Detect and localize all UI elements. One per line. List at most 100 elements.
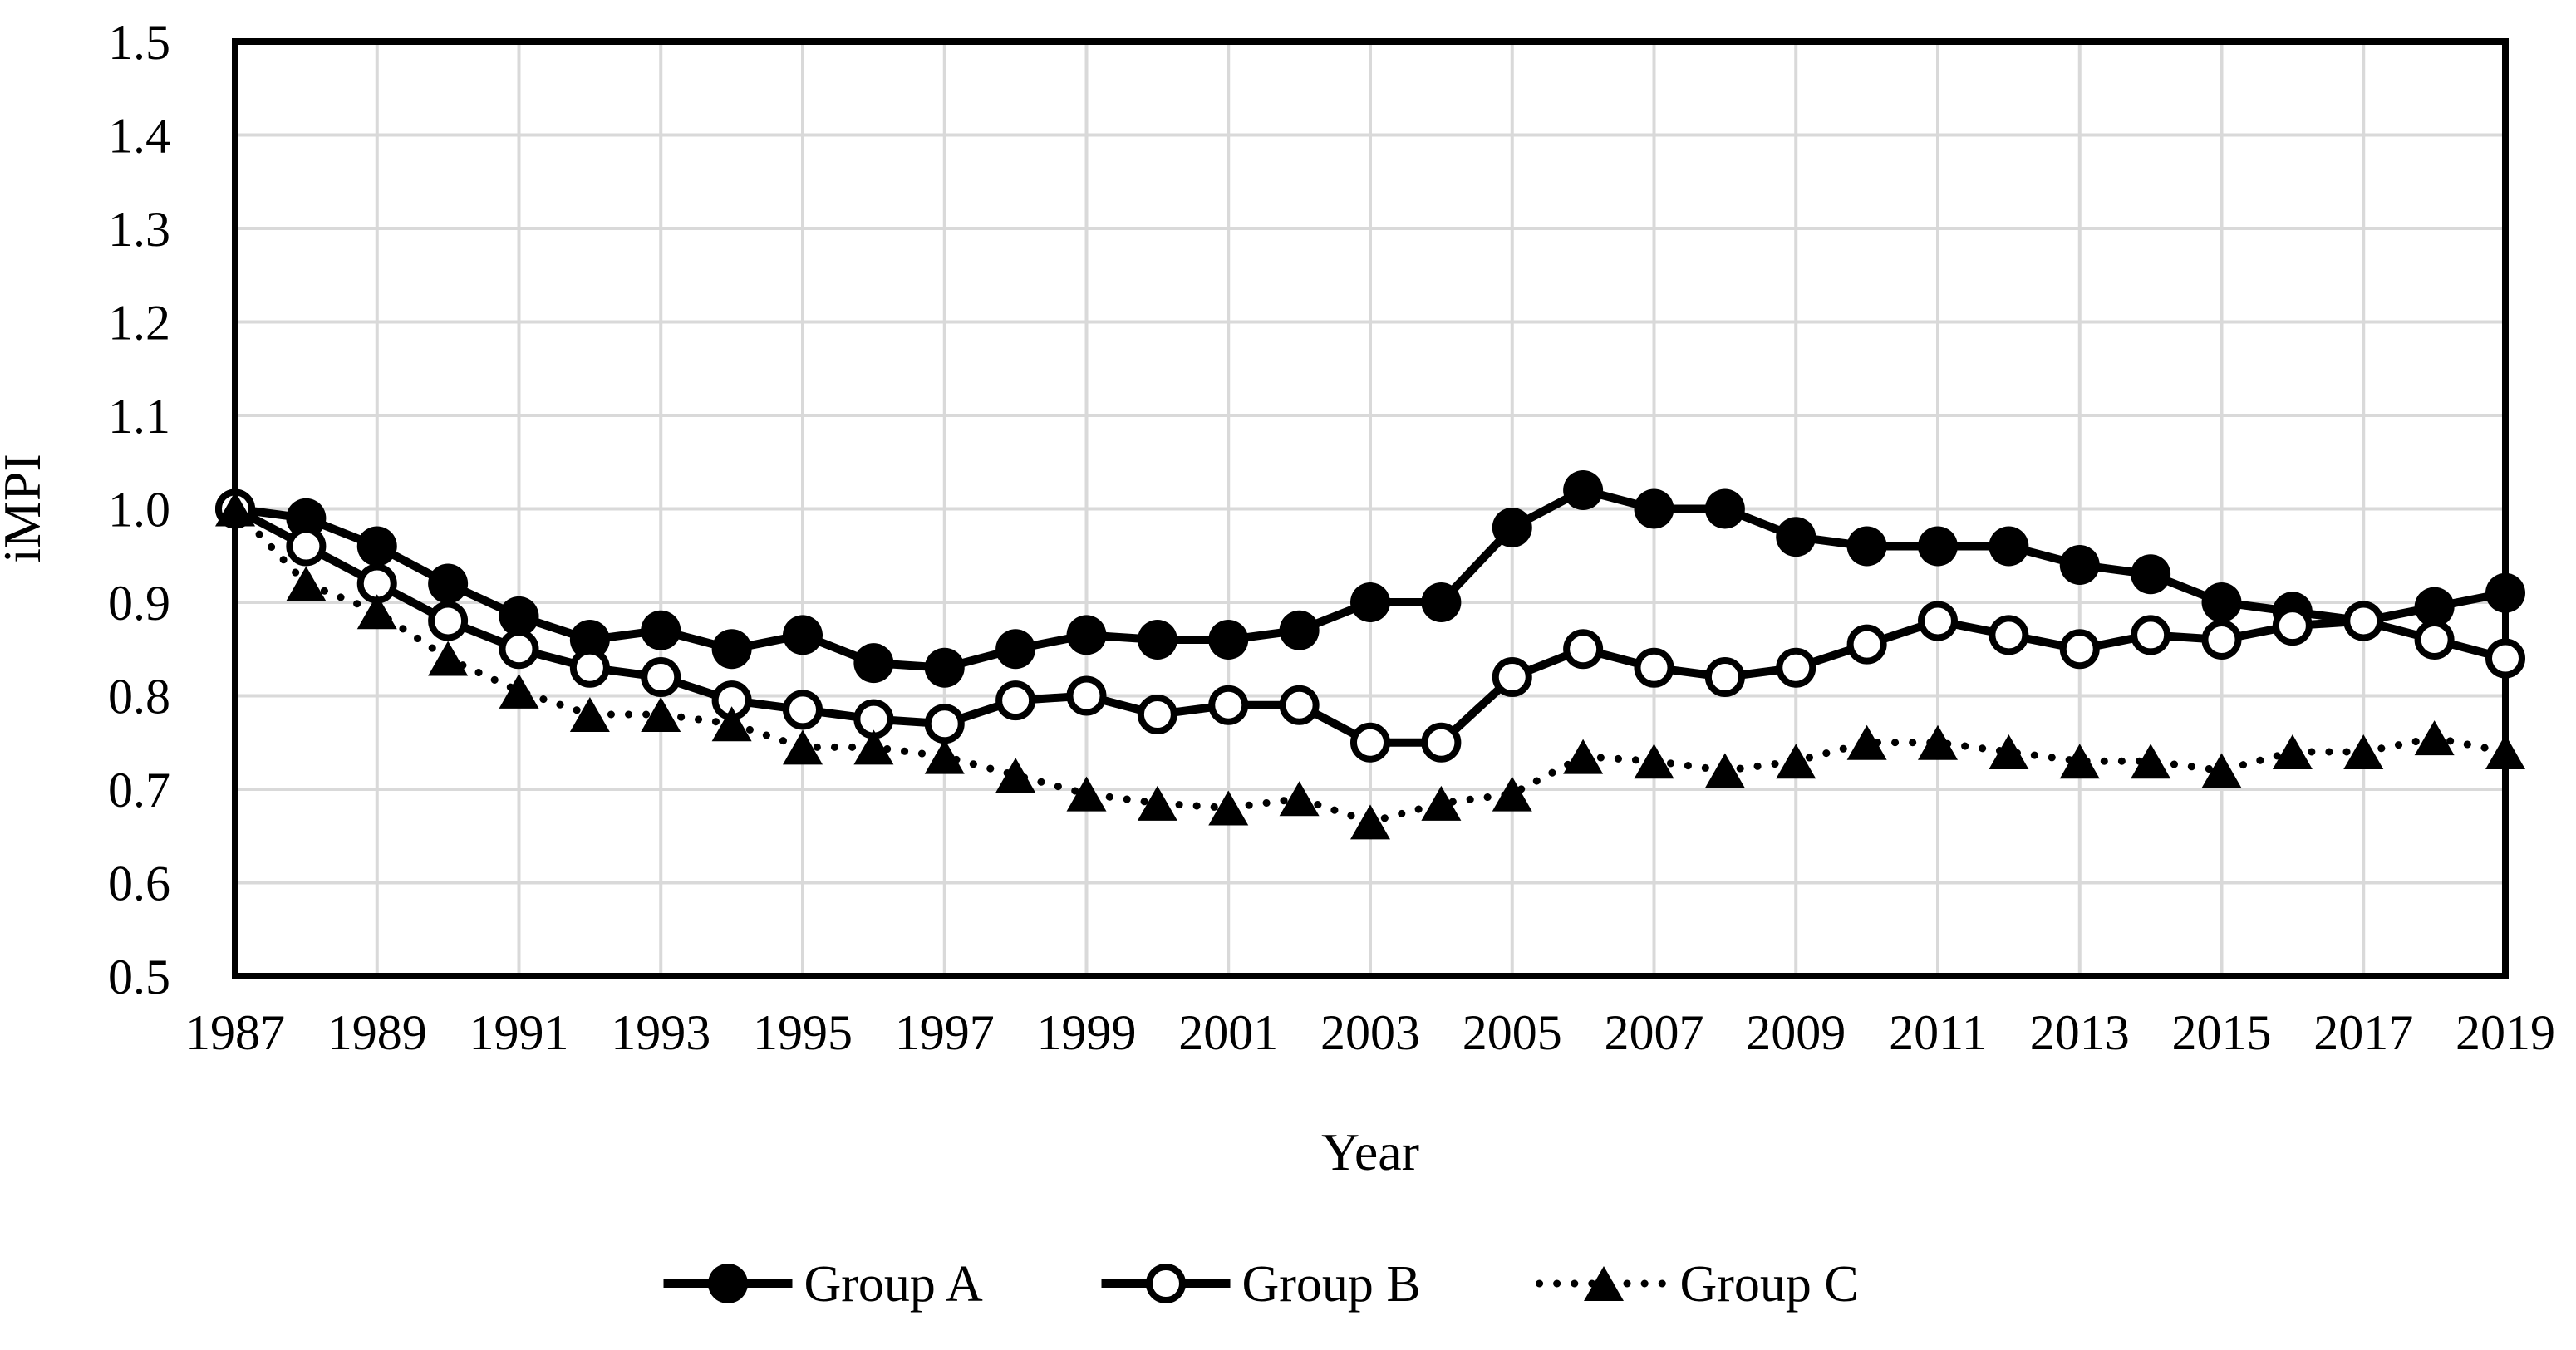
marker-group-c [711,706,752,742]
x-tick-label: 1993 [611,1005,710,1060]
x-tick-label: 2013 [2030,1005,2130,1060]
marker-group-b [2131,615,2171,655]
marker-group-a [1776,517,1816,557]
marker-group-b [1492,657,1532,697]
marker-group-b [1421,722,1462,763]
marker-group-a [2414,587,2455,627]
y-tick-label: 0.7 [108,763,170,817]
x-tick-label: 2019 [2456,1005,2555,1060]
marker-group-c [2131,744,2171,779]
marker-group-b [2272,606,2313,646]
y-tick-label: 0.5 [108,950,170,1004]
marker-group-a [428,563,469,604]
marker-legend-group-c [1584,1266,1624,1301]
legend-item-group-c: Group C [1536,1256,1859,1313]
marker-group-b [1137,695,1177,734]
marker-group-b [2485,638,2525,679]
marker-group-a [1846,526,1887,567]
legend-label-group-b: Group B [1242,1256,1421,1313]
marker-group-a [2201,582,2242,622]
marker-group-c [2485,734,2525,769]
marker-group-c [995,758,1036,793]
x-tick-label: 1999 [1037,1005,1137,1060]
y-axis-title: iMPI [0,454,52,563]
y-tick-label: 1.4 [108,109,170,164]
marker-group-a [2131,554,2171,595]
marker-group-a [1989,526,2029,567]
y-tick-label: 0.6 [108,857,170,911]
marker-group-c [853,729,894,765]
marker-group-b [2059,629,2100,670]
marker-group-c [1208,790,1249,826]
x-tick-label: 1989 [327,1005,427,1060]
marker-group-c [428,641,469,676]
series-group-c [215,491,2525,840]
marker-group-c [356,594,397,630]
x-tick-label: 2005 [1463,1005,1562,1060]
marker-group-b [428,601,469,641]
marker-group-b [1989,615,2029,655]
x-tick-label: 1995 [753,1005,853,1060]
marker-group-a [1492,508,1532,547]
marker-group-c [924,739,965,774]
marker-group-b [2201,620,2242,660]
x-tick-label: 1991 [469,1005,569,1060]
marker-group-a [1704,488,1745,529]
marker-group-a [1563,470,1604,510]
x-tick-label: 2011 [1889,1005,1987,1060]
marker-group-c [1704,753,1745,788]
marker-group-a [2485,572,2525,613]
marker-group-c [1989,734,2029,769]
marker-group-b [2343,601,2384,641]
marker-group-c [499,673,539,709]
y-tick-label: 1.0 [108,483,170,538]
marker-group-b [924,704,965,744]
legend-item-group-b: Group B [1101,1256,1421,1313]
marker-group-b [1846,624,1887,665]
y-axis-tick-labels: 0.5 0.6 0.7 0.8 0.9 1.0 1.1 1.2 1.3 1.4 1.5 [108,15,170,1004]
marker-group-b [1704,657,1745,697]
legend-label-group-a: Group A [804,1256,984,1313]
marker-group-c [1137,785,1177,821]
marker-group-a [924,647,965,688]
marker-group-b [1563,629,1604,670]
marker-group-a [286,498,327,538]
marker-group-c [2414,720,2455,756]
marker-group-c [1846,724,1887,760]
y-tick-label: 1.1 [108,389,170,444]
marker-group-a [1350,582,1390,622]
marker-group-a [1208,620,1249,660]
marker-group-a [569,620,610,660]
marker-group-b [1208,685,1249,725]
legend-item-group-a: Group A [663,1256,984,1313]
marker-group-b [995,680,1036,721]
marker-group-c [1634,744,1674,779]
marker-group-c [286,566,327,601]
marker-group-c [1279,781,1320,817]
marker-group-c [215,491,255,527]
x-tick-label: 1997 [895,1005,995,1060]
marker-group-c [1421,785,1462,821]
series-group-b [215,488,2525,763]
marker-group-b [783,690,823,730]
marker-group-a [1137,620,1177,660]
marker-group-b [1918,601,1958,641]
marker-group-c [641,697,681,732]
marker-group-a [641,610,681,650]
y-tick-label: 1.2 [108,296,170,351]
x-tick-label: 1987 [185,1005,285,1060]
marker-legend-group-a [708,1264,748,1303]
x-tick-label: 2007 [1605,1005,1704,1060]
marker-group-b [569,647,610,688]
marker-group-b [641,657,681,697]
marker-group-a [783,615,823,655]
marker-group-c [1563,739,1604,774]
y-tick-label: 0.8 [108,670,170,724]
marker-group-a [1634,488,1674,529]
marker-group-a [853,643,894,684]
marker-group-a [711,629,752,670]
x-tick-label: 2003 [1320,1005,1420,1060]
x-tick-label: 2009 [1746,1005,1846,1060]
marker-group-c [2059,744,2100,779]
